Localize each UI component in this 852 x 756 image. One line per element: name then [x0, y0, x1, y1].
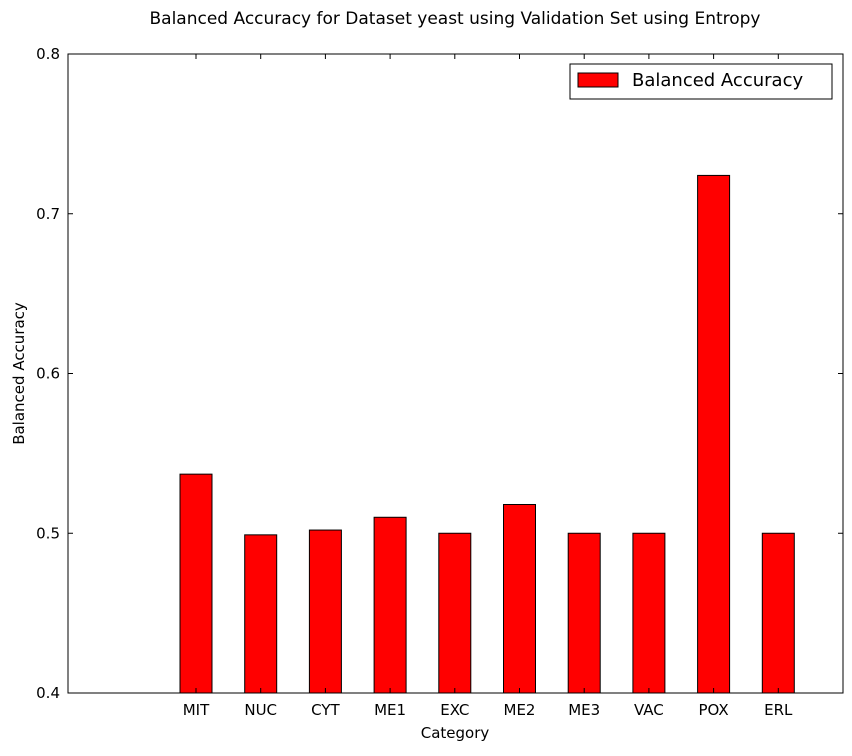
x-tick-label: MIT	[183, 701, 210, 719]
x-tick-label: ERL	[764, 701, 793, 719]
x-tick-label: VAC	[634, 701, 664, 719]
bar-mit	[179, 473, 213, 694]
legend-label: Balanced Accuracy	[632, 70, 803, 91]
y-tick-label: 0.7	[36, 205, 60, 223]
y-axis-label: Balanced Accuracy	[10, 302, 28, 445]
bar-nuc	[244, 534, 278, 694]
y-tick-label: 0.6	[36, 365, 60, 383]
bar-vac	[632, 532, 666, 694]
bar-me3	[567, 532, 601, 694]
x-tick-label: ME1	[374, 701, 406, 719]
y-tick-label: 0.5	[36, 524, 60, 542]
x-tick-label: ME2	[504, 701, 536, 719]
chart-title: Balanced Accuracy for Dataset yeast usin…	[150, 9, 761, 29]
bars-layer	[179, 174, 795, 694]
x-axis-label: Category	[421, 724, 490, 742]
x-tick-label: POX	[699, 701, 729, 719]
bar-me2	[503, 503, 536, 694]
legend: Balanced Accuracy	[569, 63, 833, 100]
bar-me1	[373, 516, 407, 694]
bar-cyt	[308, 529, 342, 694]
y-tick-label: 0.8	[36, 45, 60, 63]
x-tick-label: EXC	[440, 701, 469, 719]
bar-pox	[697, 174, 731, 694]
bar-erl	[761, 532, 795, 694]
x-tick-label: CYT	[311, 701, 340, 719]
bar-exc	[438, 532, 472, 694]
y-tick-label: 0.4	[36, 684, 60, 702]
x-tick-label: NUC	[244, 701, 277, 719]
ticks-layer: MIT NUC CYT ME1 EXC ME2 ME3 VAC POX ERL 0.4 0.5 0.6 0…	[36, 45, 843, 719]
x-tick-label: ME3	[568, 701, 600, 719]
legend-swatch	[577, 72, 619, 88]
